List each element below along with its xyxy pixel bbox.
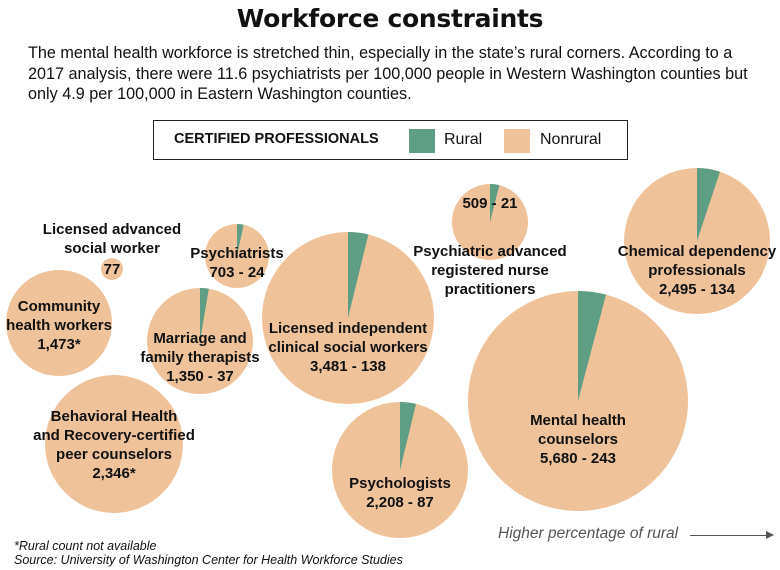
axis-note: Higher percentage of rural	[498, 525, 679, 542]
legend-label-nonrural: Nonrural	[540, 131, 602, 148]
legend-swatch-rural	[409, 129, 435, 153]
bubble-5	[262, 232, 434, 404]
bubble-2	[45, 375, 183, 513]
axis-arrow-head	[766, 531, 774, 539]
data-label-name: Chemical dependency	[618, 243, 777, 260]
bubble-3	[205, 224, 269, 288]
data-label-value: 2,208 - 87	[366, 494, 434, 511]
data-label-name: Psychologists	[349, 475, 451, 492]
data-label-value: 3,481 - 138	[310, 358, 386, 375]
bubble-0	[101, 258, 123, 280]
data-label-name: Community	[18, 298, 101, 315]
pie-slice-nonrural	[6, 270, 112, 376]
data-label-value: 2,346*	[92, 465, 136, 482]
legend-label-rural: Rural	[444, 131, 483, 148]
chart-subtitle: The mental health workforce is stretched…	[28, 44, 748, 103]
data-label-name: and Recovery-certified	[33, 427, 195, 444]
data-label-value: 77	[104, 261, 121, 278]
data-label-name: social worker	[64, 240, 160, 257]
pie-slice-rural	[400, 402, 417, 470]
bubble-9	[624, 168, 770, 314]
pie-slice-rural	[490, 184, 500, 222]
data-label-name: Behavioral Health	[51, 408, 178, 425]
data-label-name: Psychiatrists	[190, 245, 283, 262]
pie-slice-rural	[348, 232, 369, 318]
data-label-value: 1,350 - 37	[166, 368, 234, 385]
footnote-source: Source: University of Washington Center …	[14, 553, 403, 567]
footnote-rural: *Rural count not available	[14, 539, 157, 553]
pie-slice-rural	[237, 224, 244, 256]
pie-slice-nonrural	[101, 258, 123, 280]
legend-title: CERTIFIED PROFESSIONALS	[174, 131, 379, 147]
pie-slice-rural	[697, 168, 720, 241]
data-label-name: counselors	[538, 431, 618, 448]
data-label-name: clinical social workers	[268, 339, 427, 356]
data-label-name: health workers	[6, 317, 112, 334]
legend: CERTIFIED PROFESSIONALS Rural Nonrural	[153, 120, 628, 160]
bubble-4	[147, 288, 253, 394]
bubble-6	[332, 402, 468, 538]
data-label-value: 703 - 24	[209, 264, 265, 281]
pie-slice-rural	[578, 291, 607, 401]
bubble-8	[468, 291, 688, 511]
data-label-value: 5,680 - 243	[540, 450, 616, 467]
data-label-name: Psychiatric advanced	[413, 243, 566, 260]
legend-swatch-nonrural	[504, 129, 530, 153]
data-label-name: Licensed advanced	[43, 221, 181, 238]
chart-title: Workforce constraints	[236, 4, 544, 33]
data-label-name: peer counselors	[56, 446, 172, 463]
bubble-1	[6, 270, 112, 376]
data-label-value: 509 - 21	[462, 195, 517, 212]
bubble-7	[452, 184, 528, 260]
data-label-name: professionals	[648, 262, 746, 279]
pie-slice-nonrural	[45, 375, 183, 513]
data-label-name: family therapists	[140, 349, 259, 366]
pie-slice-rural	[200, 288, 209, 341]
data-label-value: 1,473*	[37, 336, 81, 353]
axis-arrow-line	[690, 535, 768, 536]
data-label-name: practitioners	[445, 281, 536, 298]
data-label-name: Licensed independent	[269, 320, 427, 337]
data-label-name: registered nurse	[431, 262, 549, 279]
data-label-value: 2,495 - 134	[659, 281, 736, 298]
data-label-name: Marriage and	[153, 330, 246, 347]
data-label-name: Mental health	[530, 412, 626, 429]
